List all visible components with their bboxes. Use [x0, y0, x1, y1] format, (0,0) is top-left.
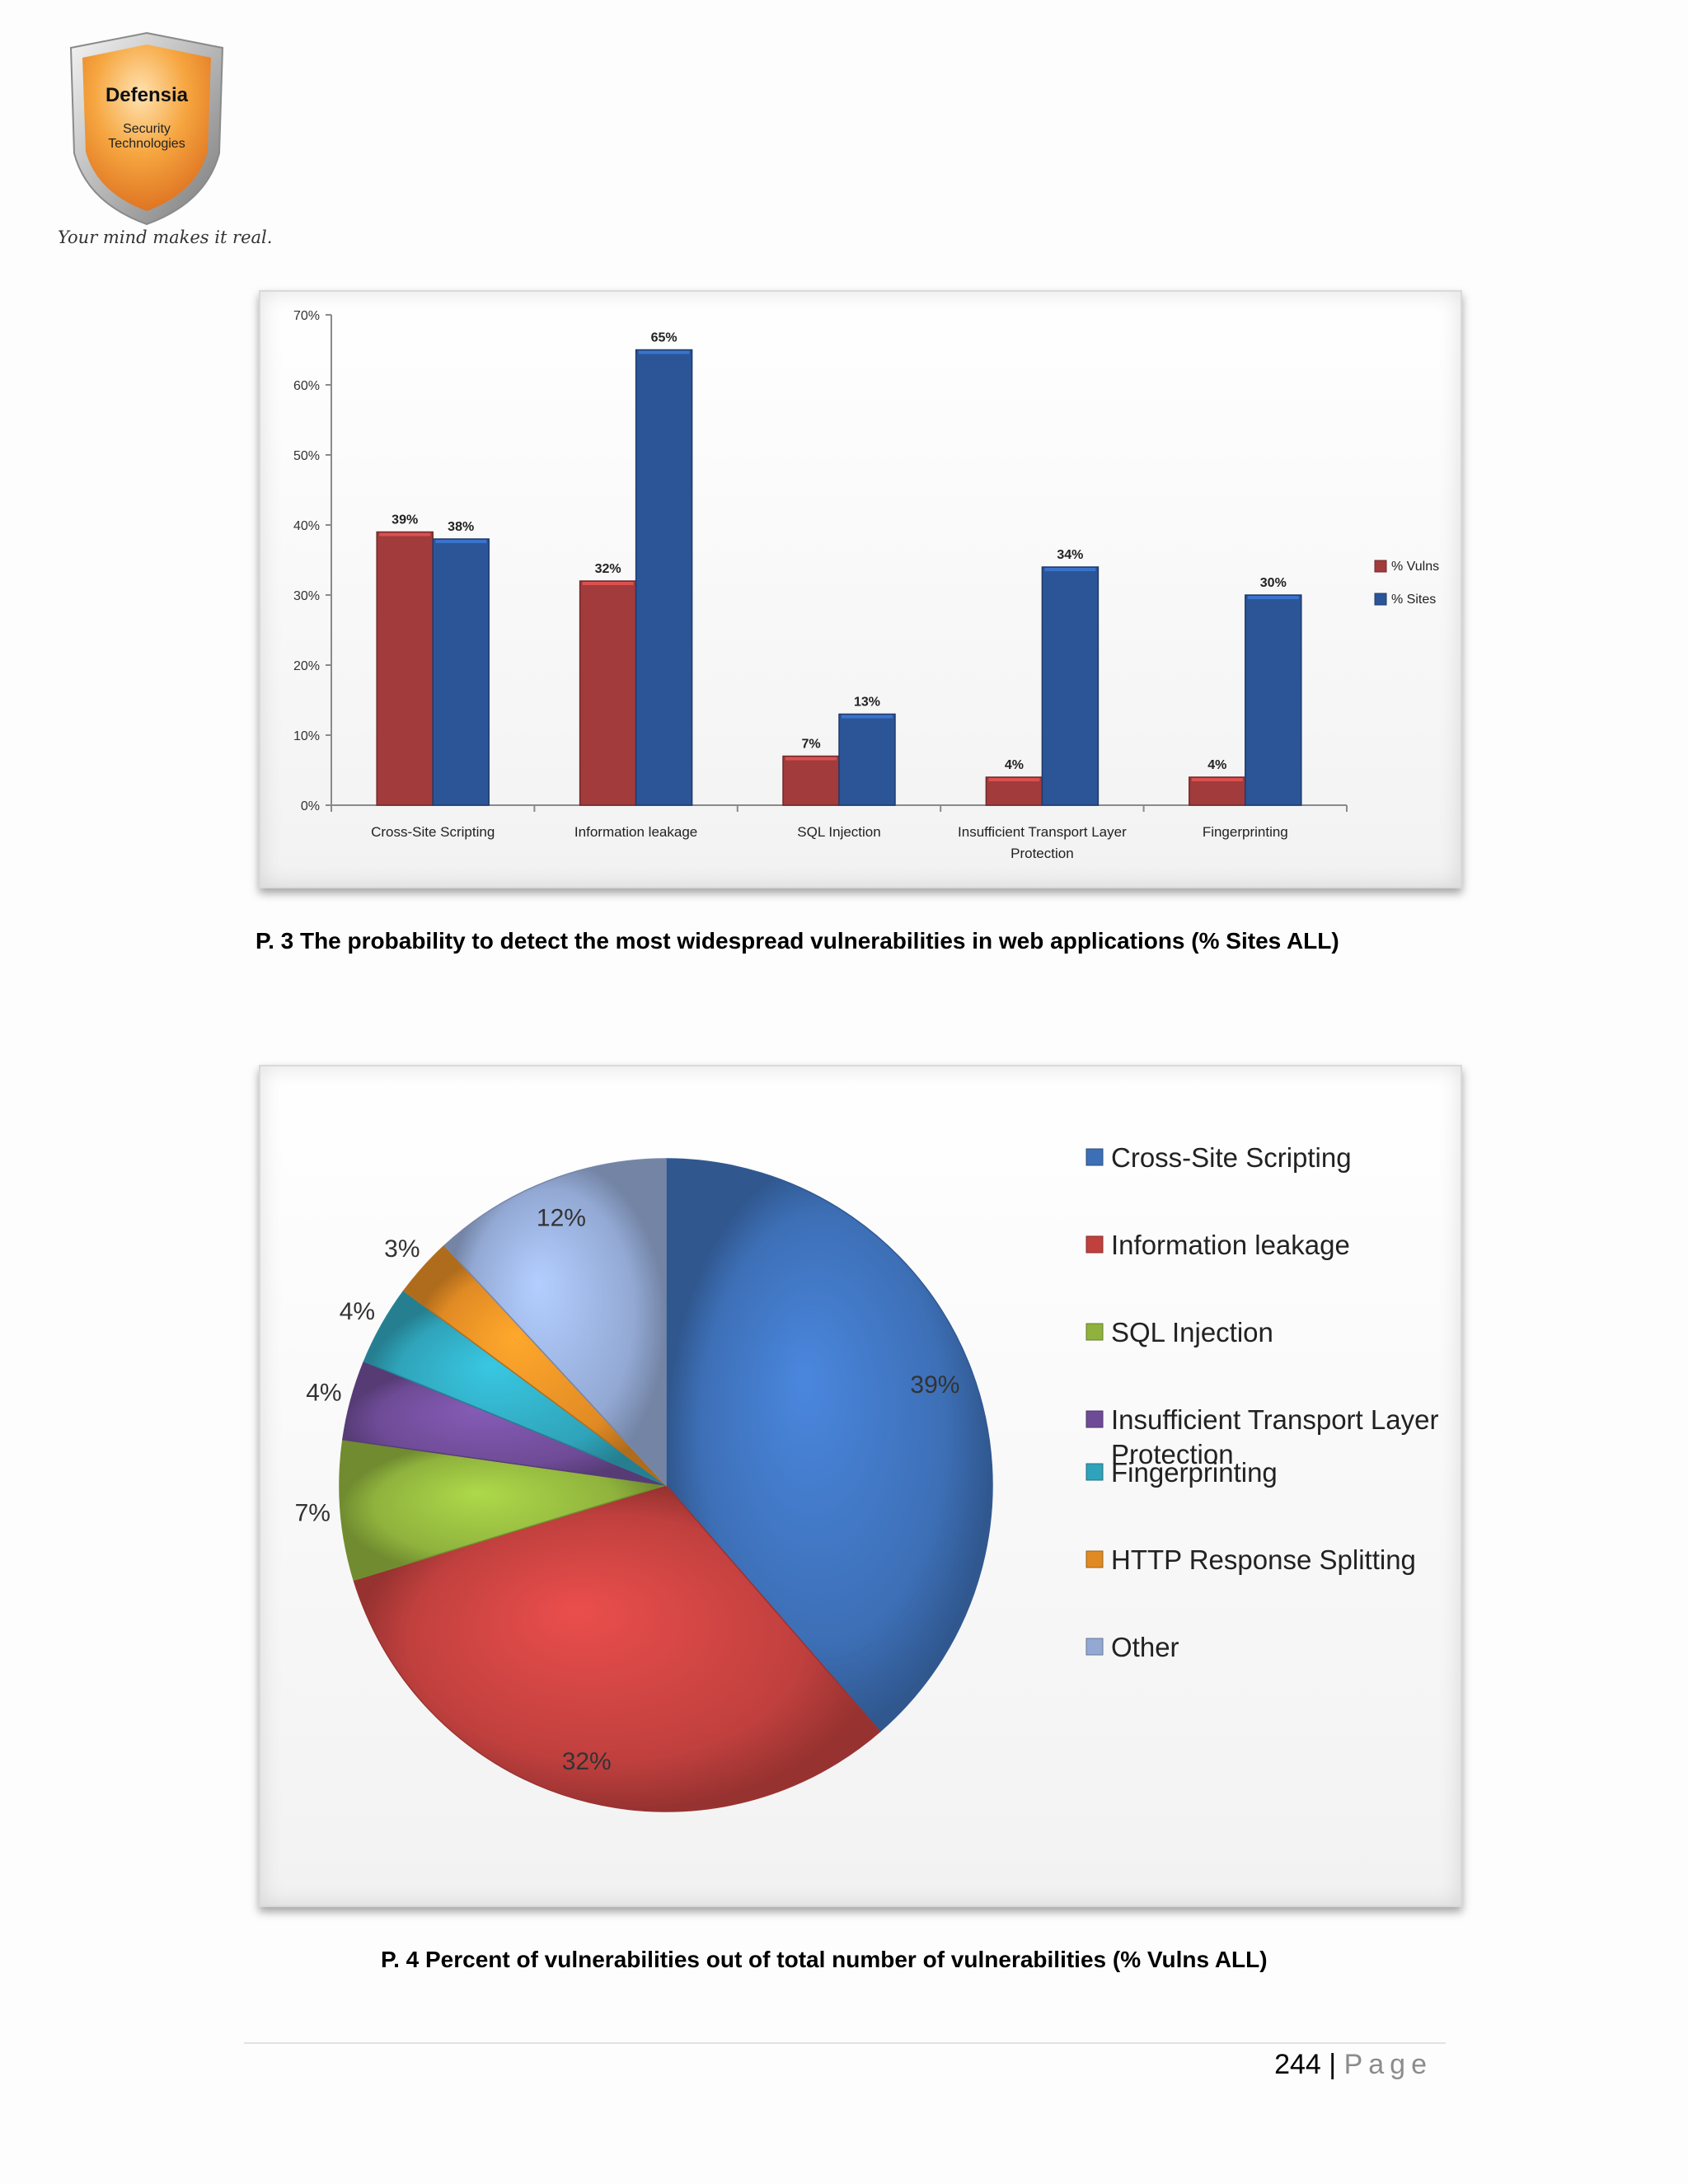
bar-chart-caption: P. 3 The probability to detect the most …	[256, 928, 1339, 954]
pie-chart-frame: 39% 32% 7% 4% 4% 3% 12% Cross-Site Scripting Inf…	[259, 1065, 1462, 1907]
page-footer: 244 | Page	[1274, 2049, 1432, 2081]
bar-chart: 0% 10% 20% 30% 40% 50% 60% 70% 39% 38% Cross-Site …	[293, 309, 1439, 861]
bar-vulns	[376, 531, 434, 806]
legend-label: HTTP Response Splitting	[1111, 1544, 1416, 1575]
pie-chart: 39% 32% 7% 4% 4% 3% 12% Cross-Site Scripting Inf…	[295, 1142, 1438, 1812]
legend-label: Fingerprinting	[1111, 1457, 1278, 1488]
legend-label: % Sites	[1391, 593, 1436, 607]
y-tick-label: 50%	[293, 449, 320, 463]
legend-swatch	[1085, 1463, 1104, 1481]
company-logo: Defensia Security Technologies Your mind…	[49, 30, 272, 260]
y-tick-label: 0%	[301, 799, 320, 813]
footer-divider	[244, 2042, 1446, 2044]
bar-highlight	[1247, 596, 1299, 599]
pie-value-label: 4%	[340, 1298, 375, 1325]
bar-value-label: 13%	[854, 696, 880, 710]
bar-sites	[1041, 566, 1100, 806]
logo-subtitle-line-2: Technologies	[108, 137, 185, 151]
y-tick-label: 10%	[293, 729, 320, 743]
pie-value-label: 12%	[537, 1205, 586, 1232]
pie-value-label: 4%	[306, 1380, 341, 1407]
pie-value-label: 7%	[295, 1499, 331, 1526]
bar-highlight	[988, 778, 1040, 781]
x-category-label: Fingerprinting	[1203, 824, 1288, 840]
legend-swatch	[1085, 1235, 1104, 1254]
legend-label: Other	[1111, 1632, 1179, 1662]
logo-name: Defensia	[105, 84, 189, 106]
legend-swatch	[1085, 1550, 1104, 1568]
bar-value-label: 32%	[595, 562, 621, 576]
bar-highlight	[638, 350, 690, 354]
bar-value-label: 4%	[1005, 758, 1024, 772]
x-category-label: Insufficient Transport Layer	[958, 824, 1127, 840]
bar-vulns	[579, 580, 637, 806]
legend-label: SQL Injection	[1111, 1317, 1273, 1347]
legend-swatch	[1374, 560, 1387, 573]
bar-highlight	[842, 715, 893, 719]
pie-slice-other	[443, 1158, 667, 1487]
legend-swatch	[1085, 1638, 1104, 1656]
y-tick-label: 40%	[293, 519, 320, 533]
pie-slice-information-leakage	[353, 1484, 881, 1812]
legend-swatch	[1085, 1323, 1104, 1341]
bar-highlight	[1191, 778, 1243, 781]
bar-highlight	[785, 757, 837, 761]
logo-tagline: Your mind makes it real.	[58, 227, 273, 247]
bar-highlight	[435, 540, 487, 543]
pie-value-label: 3%	[384, 1235, 420, 1263]
legend-label: Insufficient Transport Layer	[1111, 1404, 1438, 1435]
y-tick-label: 60%	[293, 379, 320, 393]
bar-highlight	[1044, 568, 1096, 571]
footer-separator: |	[1329, 2049, 1337, 2080]
legend-label: Protection	[1111, 1439, 1234, 1469]
bar-value-label: 65%	[651, 331, 678, 345]
bar-sites	[838, 713, 896, 806]
pie-slice-cross-site-scripting	[665, 1158, 993, 1732]
bar-vulns	[985, 776, 1043, 806]
x-category-label: SQL Injection	[797, 824, 880, 840]
x-category-label: Protection	[1010, 846, 1074, 861]
bar-highlight	[582, 582, 634, 585]
pie-value-label: 32%	[562, 1748, 612, 1775]
bar-value-label: 30%	[1260, 576, 1287, 590]
y-tick-label: 20%	[293, 659, 320, 673]
bar-sites	[432, 538, 490, 806]
page-number: 244	[1274, 2049, 1321, 2080]
bar-value-label: 39%	[392, 513, 418, 527]
pie-value-label: 39%	[910, 1371, 959, 1399]
legend-label: Cross-Site Scripting	[1111, 1142, 1352, 1173]
bar-value-label: 4%	[1207, 758, 1226, 772]
pie-slice-sql-injection	[339, 1438, 667, 1582]
bar-chart-frame: 0% 10% 20% 30% 40% 50% 60% 70% 39% 38% Cross-Site …	[259, 290, 1462, 888]
shield-icon	[69, 31, 224, 226]
x-category-label: Cross-Site Scripting	[371, 824, 495, 840]
legend-swatch	[1374, 593, 1387, 606]
y-tick-label: 30%	[293, 589, 320, 603]
bar-value-label: 34%	[1057, 548, 1083, 562]
bar-sites	[1245, 594, 1302, 806]
legend-label: Information leakage	[1111, 1230, 1350, 1260]
bar-highlight	[379, 532, 431, 537]
logo-subtitle-line-1: Security	[123, 122, 171, 136]
bar-vulns	[1189, 776, 1246, 806]
y-tick-label: 70%	[293, 309, 320, 323]
bar-value-label: 7%	[801, 738, 820, 752]
x-category-label: Information leakage	[574, 824, 697, 840]
logo-subtitle: Security Technologies	[66, 122, 227, 152]
bar-value-label: 38%	[448, 520, 474, 534]
pie-chart-caption: P. 4 Percent of vulnerabilities out of t…	[381, 1947, 1268, 1972]
legend-swatch	[1085, 1148, 1104, 1166]
bar-sites	[635, 349, 693, 806]
bar-vulns	[782, 755, 840, 806]
legend-label: % Vulns	[1391, 560, 1439, 574]
page-word: Page	[1343, 2049, 1432, 2080]
legend-swatch	[1085, 1410, 1104, 1428]
